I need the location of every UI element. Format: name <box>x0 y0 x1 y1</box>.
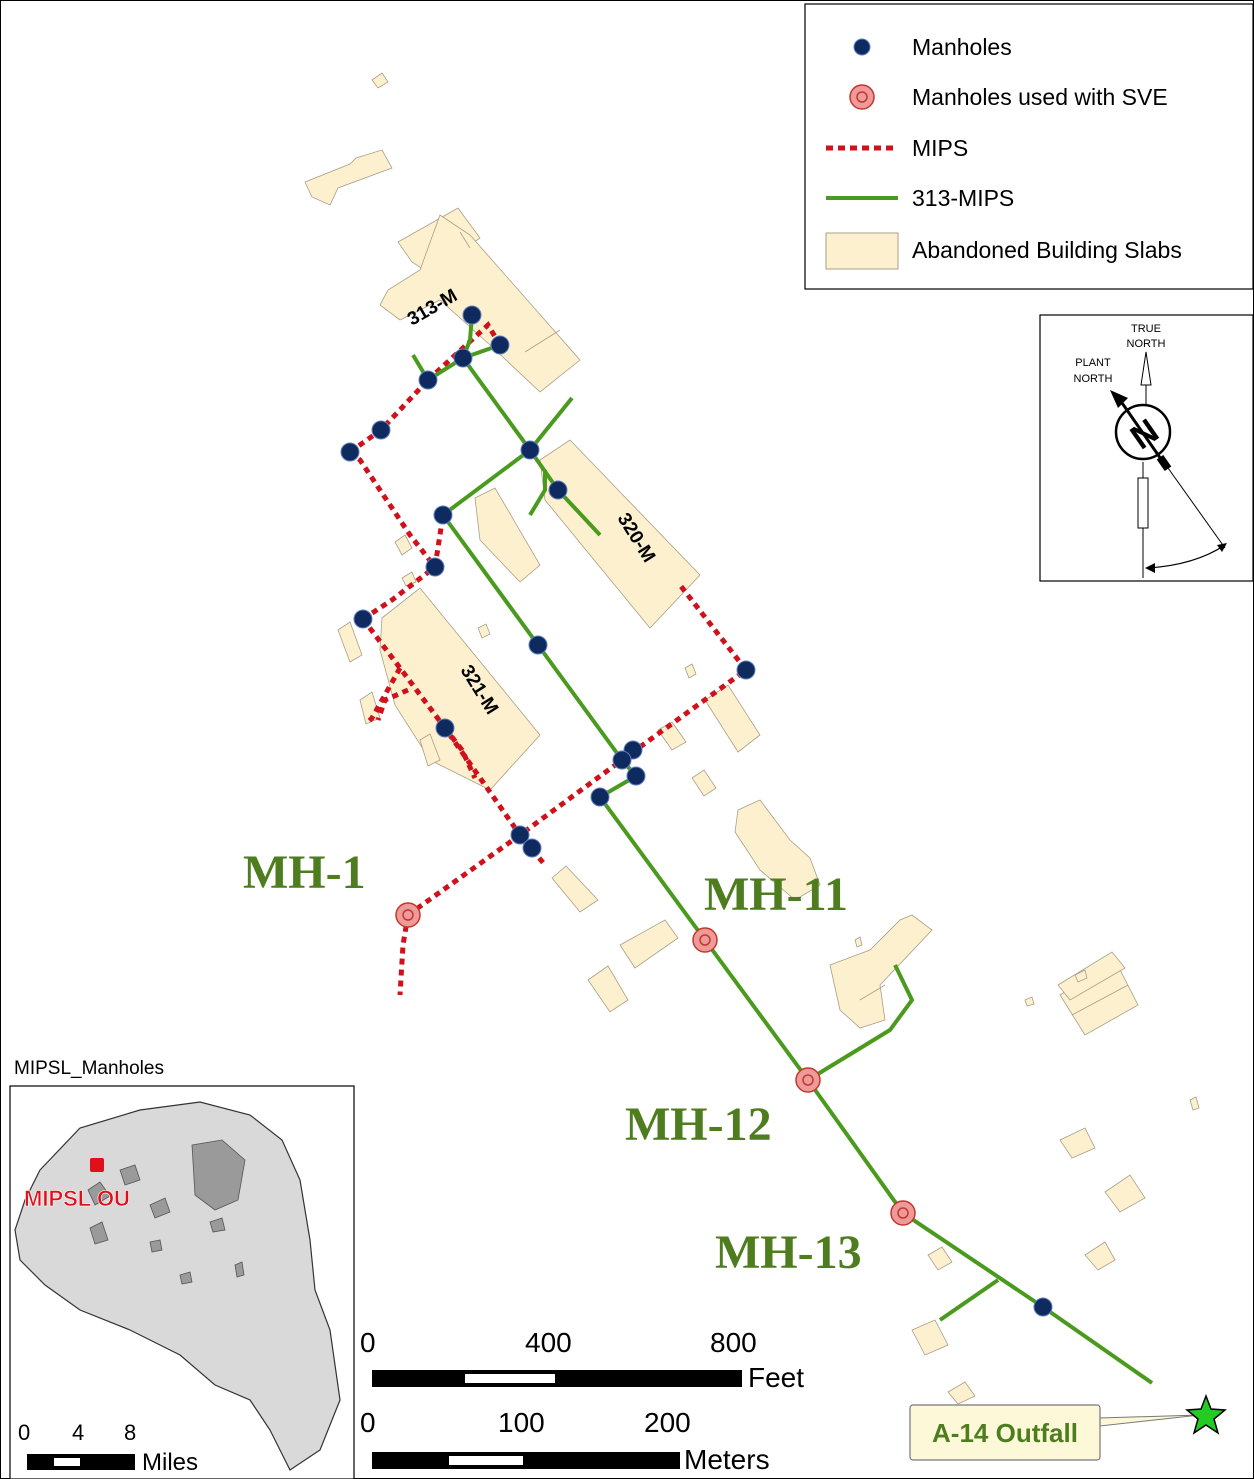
manhole-icon <box>1034 1298 1052 1316</box>
legend-sve: Manholes used with SVE <box>912 84 1168 110</box>
manhole-icon <box>463 306 481 324</box>
feet-tick: 0 <box>360 1327 376 1358</box>
manhole-icon <box>523 839 541 857</box>
manhole-icon <box>372 421 390 439</box>
manhole-icon <box>434 506 452 524</box>
manhole-icon <box>341 443 359 461</box>
north-arrow-box: TRUE NORTH PLANT NORTH N <box>1040 315 1253 581</box>
inset-label: MIPSL OU <box>24 1186 130 1211</box>
inset-map: MIPSL OU 0 4 8 Miles <box>10 1086 354 1479</box>
inset-title: MIPSL_Manholes <box>14 1058 164 1079</box>
plant-north-line2: NORTH <box>1074 373 1113 385</box>
meters-tick: 100 <box>498 1407 545 1438</box>
sve-manhole-icon <box>396 903 420 927</box>
legend-sve-icon <box>850 85 874 109</box>
legend: Manholes Manholes used with SVE MIPS 313… <box>805 4 1253 289</box>
legend-313-mips: 313-MIPS <box>912 185 1014 211</box>
manhole-icon <box>549 481 567 499</box>
manhole-icon <box>613 751 631 769</box>
sve-manhole-icon <box>796 1068 820 1092</box>
true-north-line1: TRUE <box>1131 323 1161 335</box>
legend-slab-swatch <box>826 233 898 269</box>
legend-manhole-icon <box>854 39 870 55</box>
meters-unit: Meters <box>684 1444 770 1475</box>
inset-scale-tick: 0 <box>18 1420 30 1445</box>
manhole-icon <box>426 558 444 576</box>
label-mh13: MH-13 <box>715 1226 862 1279</box>
legend-mips: MIPS <box>912 135 968 161</box>
manhole-icon <box>354 610 372 628</box>
manhole-icon <box>419 371 437 389</box>
plant-north-line1: PLANT <box>1075 357 1111 369</box>
outfall-label: A-14 Outfall <box>932 1418 1078 1448</box>
manhole-icon <box>454 349 472 367</box>
meters-tick: 200 <box>644 1407 691 1438</box>
true-north-line2: NORTH <box>1127 338 1166 350</box>
manhole-icon <box>436 719 454 737</box>
label-mh12: MH-12 <box>625 1098 772 1151</box>
label-mh1: MH-1 <box>243 846 366 899</box>
inset-scale-tick: 4 <box>72 1420 84 1445</box>
inset-scale-unit: Miles <box>142 1449 198 1476</box>
manhole-icon <box>627 767 645 785</box>
inset-site-marker <box>90 1158 104 1172</box>
manhole-icon <box>521 441 539 459</box>
manhole-icon <box>591 788 609 806</box>
meters-tick: 0 <box>360 1407 376 1438</box>
inset-scale-tick: 8 <box>124 1420 136 1445</box>
sve-manhole-icon <box>693 928 717 952</box>
feet-tick: 800 <box>710 1327 757 1358</box>
manhole-icon <box>737 661 755 679</box>
label-mh11: MH-11 <box>704 868 848 921</box>
manhole-icon <box>491 336 509 354</box>
feet-unit: Feet <box>748 1362 804 1393</box>
sve-manhole-icon <box>891 1201 915 1225</box>
feet-tick: 400 <box>525 1327 572 1358</box>
manhole-icon <box>529 636 547 654</box>
legend-manholes: Manholes <box>912 34 1012 60</box>
legend-slabs: Abandoned Building Slabs <box>912 237 1182 263</box>
